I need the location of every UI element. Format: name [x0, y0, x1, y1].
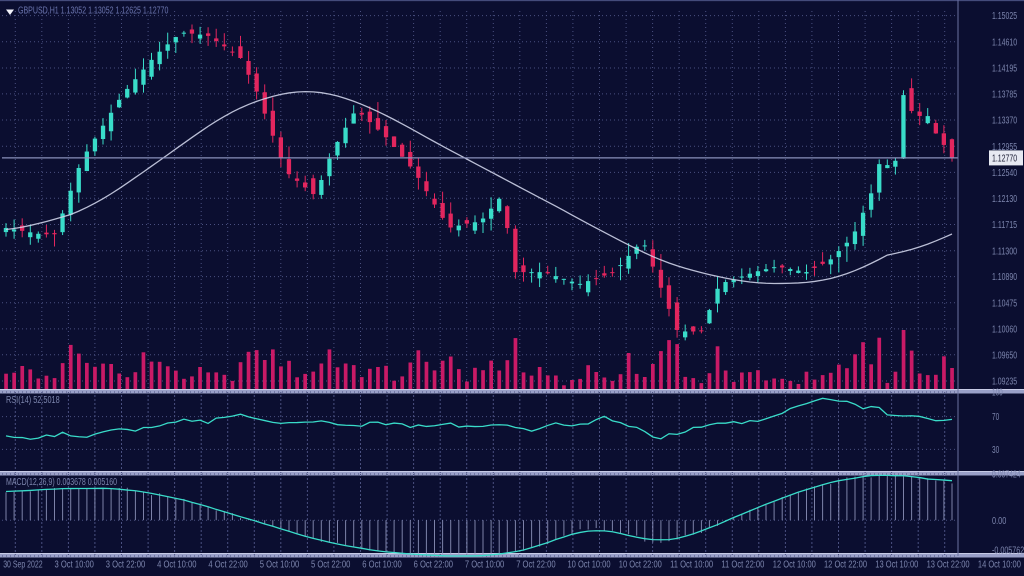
- svg-text:30 Sep 2022: 30 Sep 2022: [3, 560, 43, 571]
- svg-text:4 Oct 10:00: 4 Oct 10:00: [157, 560, 197, 571]
- svg-text:7 Oct 22:00: 7 Oct 22:00: [516, 560, 556, 571]
- svg-text:1.10475: 1.10475: [992, 298, 1017, 309]
- svg-text:1.14610: 1.14610: [992, 37, 1017, 48]
- svg-text:1.09650: 1.09650: [992, 350, 1017, 361]
- svg-text:12 Oct 22:00: 12 Oct 22:00: [824, 560, 867, 571]
- svg-text:11 Oct 22:00: 11 Oct 22:00: [721, 560, 764, 571]
- svg-text:5 Oct 10:00: 5 Oct 10:00: [260, 560, 300, 571]
- svg-text:70: 70: [992, 412, 999, 423]
- svg-text:6 Oct 22:00: 6 Oct 22:00: [414, 560, 454, 571]
- svg-text:GBPUSD,H1 1.13052 1.13052 1.1: GBPUSD,H1 1.13052 1.13052 1.12625 1.1277…: [18, 6, 169, 17]
- svg-text:7 Oct 10:00: 7 Oct 10:00: [465, 560, 505, 571]
- svg-text:1.12540: 1.12540: [992, 168, 1017, 179]
- svg-text:3 Oct 22:00: 3 Oct 22:00: [106, 560, 146, 571]
- svg-text:3 Oct 10:00: 3 Oct 10:00: [55, 560, 95, 571]
- svg-text:13 Oct 22:00: 13 Oct 22:00: [927, 560, 970, 571]
- svg-text:100: 100: [992, 388, 1003, 399]
- svg-text:1.13370: 1.13370: [992, 116, 1017, 127]
- svg-text:12 Oct 10:00: 12 Oct 10:00: [773, 560, 816, 571]
- svg-text:10 Oct 22:00: 10 Oct 22:00: [619, 560, 662, 571]
- svg-text:1.10060: 1.10060: [992, 325, 1017, 336]
- svg-text:-0.005762: -0.005762: [992, 546, 1024, 557]
- svg-text:1.12770: 1.12770: [992, 154, 1017, 165]
- svg-text:0.007424: 0.007424: [992, 470, 1021, 481]
- svg-text:1.14195: 1.14195: [992, 64, 1017, 75]
- svg-text:1.11300: 1.11300: [992, 246, 1017, 257]
- svg-text:MACD(12,26,9) 0.003678 0.00516: MACD(12,26,9) 0.003678 0.005160: [6, 477, 117, 488]
- svg-text:1.13785: 1.13785: [992, 90, 1017, 101]
- svg-text:14 Oct 10:00: 14 Oct 10:00: [978, 560, 1021, 571]
- svg-text:11 Oct 10:00: 11 Oct 10:00: [670, 560, 713, 571]
- svg-text:30: 30: [992, 445, 999, 456]
- svg-text:1.11715: 1.11715: [992, 220, 1017, 231]
- svg-text:5 Oct 22:00: 5 Oct 22:00: [311, 560, 351, 571]
- svg-text:0.00: 0.00: [992, 516, 1007, 527]
- svg-text:13 Oct 10:00: 13 Oct 10:00: [875, 560, 918, 571]
- svg-text:6 Oct 10:00: 6 Oct 10:00: [362, 560, 402, 571]
- svg-text:1.09235: 1.09235: [992, 377, 1017, 388]
- svg-text:RSI(14) 52.5018: RSI(14) 52.5018: [6, 395, 60, 406]
- svg-text:1.10890: 1.10890: [992, 272, 1017, 283]
- svg-text:4 Oct 22:00: 4 Oct 22:00: [208, 560, 248, 571]
- svg-text:1.15025: 1.15025: [992, 11, 1017, 22]
- svg-text:10 Oct 10:00: 10 Oct 10:00: [568, 560, 611, 571]
- svg-text:1.12130: 1.12130: [992, 194, 1017, 205]
